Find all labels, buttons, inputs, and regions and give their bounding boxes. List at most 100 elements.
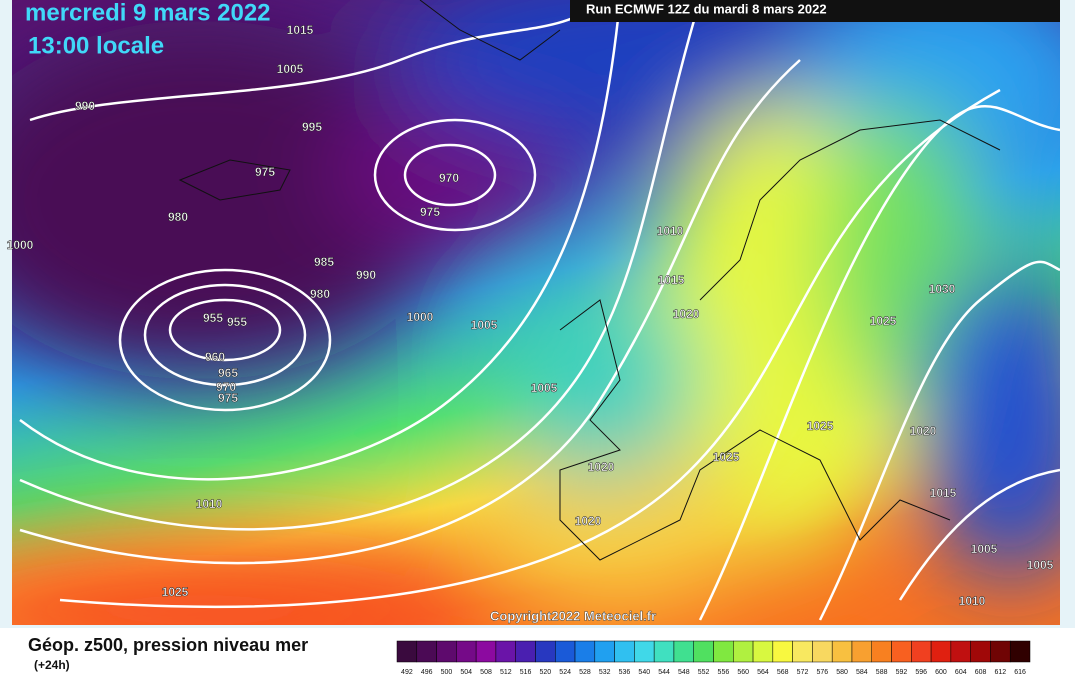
colorbar-label: 548 [678, 669, 690, 675]
colorbar-swatch [792, 640, 813, 663]
isobar-label: 980 [168, 210, 188, 224]
colorbar-label: 492 [401, 669, 413, 675]
colorbar-label: 520 [540, 669, 552, 675]
colorbar-swatch [555, 640, 576, 663]
isobar-label: 1005 [971, 542, 998, 556]
isobar-label: 970 [216, 380, 236, 394]
colorbar-swatch [475, 640, 497, 663]
colorbar-swatch [772, 640, 793, 663]
copyright: Copyright2022 Meteociel.fr [490, 608, 656, 623]
colorbar-swatch [831, 640, 853, 663]
colorbar-swatch [515, 640, 536, 663]
isobar-label: 1010 [657, 224, 684, 238]
colorbar-label: 612 [994, 669, 1006, 675]
colorbar-label: 500 [441, 669, 453, 675]
isobar-label: 1020 [575, 514, 602, 528]
colorbar-label: 544 [658, 669, 670, 675]
isobar-label: 1020 [910, 424, 937, 438]
colorbar-swatch [634, 640, 655, 663]
isobar-label: 995 [302, 120, 322, 134]
isobar-label: 965 [218, 366, 238, 380]
colorbar-label: 604 [955, 669, 967, 675]
legend-subtitle: (+24h) [34, 658, 70, 672]
colorbar-label: 608 [975, 669, 987, 675]
isobar-label: 1020 [588, 460, 615, 474]
colorbar-label: 516 [520, 669, 532, 675]
isobar-label: 1010 [959, 594, 986, 608]
colorbar-label: 524 [559, 669, 571, 675]
isobar-label: 1025 [870, 314, 897, 328]
colorbar-label: 512 [500, 669, 512, 675]
isobar-label: 1015 [287, 23, 314, 37]
colorbar-swatch [653, 640, 675, 663]
date-label: mercredi 9 mars 2022 [25, 0, 271, 26]
colorbar-swatch [396, 640, 418, 663]
colorbar-swatch [693, 640, 714, 663]
isobar-label: 1000 [7, 238, 34, 252]
colorbar-label: 532 [599, 669, 611, 675]
isobar-label: 1025 [807, 419, 834, 433]
colorbar-label: 496 [421, 669, 433, 675]
colorbar-label: 560 [737, 669, 749, 675]
isobar-label: 975 [420, 205, 440, 219]
colorbar-swatch [1009, 640, 1031, 663]
colorbar-swatch [574, 640, 596, 663]
time-label: 13:00 locale [28, 32, 164, 59]
isobar-label: 975 [218, 391, 238, 405]
colorbar-swatch [871, 640, 892, 663]
colorbar-label: 576 [816, 669, 828, 675]
colorbar-swatch [436, 640, 457, 663]
isobar-label: 955 [203, 311, 223, 325]
colorbar-swatch [891, 640, 912, 663]
isobar-label: 1025 [162, 585, 189, 599]
colorbar-label: 572 [797, 669, 809, 675]
isobar-label: 1015 [930, 486, 957, 500]
isobar-label: 1005 [277, 62, 304, 76]
colorbar-swatch [950, 640, 971, 663]
run-label: Run ECMWF 12Z du mardi 8 mars 2022 [586, 1, 827, 16]
isobar-label: 970 [439, 171, 459, 185]
colorbar-label: 556 [718, 669, 730, 675]
colorbar-label: 504 [460, 669, 472, 675]
colorbar-swatch [713, 640, 734, 663]
isobar-label: 1025 [713, 450, 740, 464]
colorbar-label: 600 [935, 669, 947, 675]
colorbar-swatch [911, 640, 932, 663]
isobar-label: 1020 [673, 307, 700, 321]
colorbar-swatch [456, 640, 477, 663]
isobar-label: 1005 [531, 381, 558, 395]
colorbar-label: 568 [777, 669, 789, 675]
colorbar-swatch [614, 640, 635, 663]
colorbar-label: 528 [579, 669, 591, 675]
isobar-label: 985 [314, 255, 334, 269]
isobar-label: 1030 [929, 282, 956, 296]
legend-title: Géop. z500, pression niveau mer [28, 635, 308, 655]
colorbar-swatch [970, 640, 991, 663]
colorbar-label: 540 [638, 669, 650, 675]
colorbar-swatch [594, 640, 615, 663]
colorbar-label: 536 [619, 669, 631, 675]
colorbar-swatch [930, 640, 952, 663]
run-banner [570, 0, 1060, 22]
colorbar-label: 580 [836, 669, 848, 675]
colorbar-swatch [733, 640, 754, 663]
colorbar-label: 616 [1014, 669, 1026, 675]
colorbar-swatch [752, 640, 774, 663]
colorbar-label: 592 [896, 669, 908, 675]
colorbar-label: 588 [876, 669, 888, 675]
isobar-label: 990 [75, 99, 95, 113]
colorbar-swatch [673, 640, 694, 663]
colorbar-label: 584 [856, 669, 868, 675]
isobar-label: 1010 [196, 497, 223, 511]
colorbar-swatch [990, 640, 1011, 663]
colorbar-label: 552 [698, 669, 710, 675]
isobar-label: 1000 [407, 310, 434, 324]
colorbar-label: 508 [480, 669, 492, 675]
isobar-label: 980 [310, 287, 330, 301]
colorbar-swatch [416, 640, 437, 663]
colorbar-label: 596 [915, 669, 927, 675]
isobar-label: 975 [255, 165, 275, 179]
